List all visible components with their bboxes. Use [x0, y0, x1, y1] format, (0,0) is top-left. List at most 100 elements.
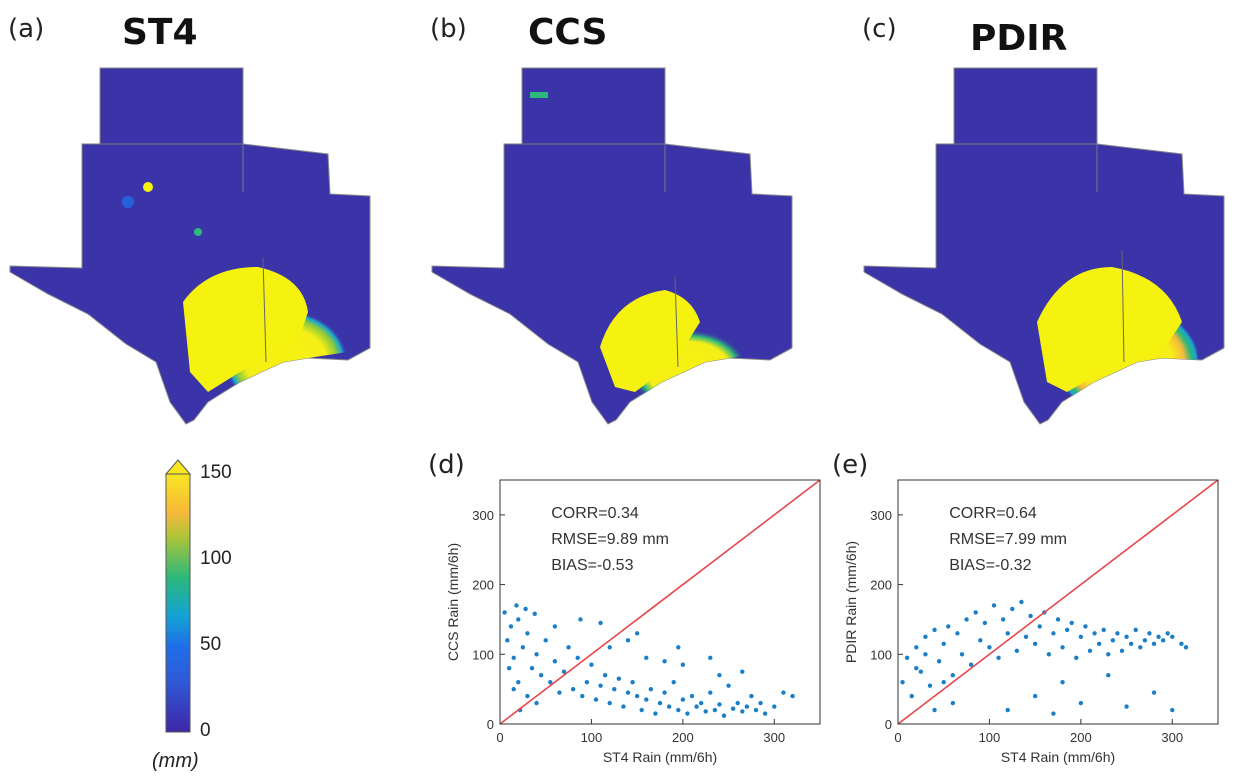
- ccs-point: [726, 683, 731, 688]
- pdir-y-axis-label: PDIR Rain (mm/6h): [843, 541, 859, 663]
- ccs-point: [625, 638, 631, 643]
- pdir-point: [1064, 627, 1070, 633]
- pdir-point: [982, 620, 988, 626]
- ccs-point: [529, 666, 535, 671]
- pdir-point: [1005, 707, 1010, 713]
- pdir-point: [918, 669, 924, 674]
- pdir-y-tick-label: 200: [870, 578, 892, 593]
- pdir-point: [1046, 652, 1052, 657]
- ccs-point: [598, 620, 603, 626]
- pdir-point: [946, 624, 951, 629]
- pdir-point: [1156, 634, 1161, 640]
- pdir-point: [914, 645, 919, 650]
- ccs-point: [516, 679, 521, 685]
- ccs-point: [505, 638, 510, 643]
- ccs-point: [511, 686, 516, 692]
- scatter-plot-pdir: 0 100 200 300 0 100 200 300 ST4 Rain (mm/6h) PDIR…: [843, 479, 1219, 765]
- ccs-point: [662, 659, 667, 664]
- ccs-point: [680, 662, 686, 667]
- ccs-y-tick-label: 200: [472, 578, 494, 593]
- pdir-point: [959, 652, 965, 657]
- ccs-point: [625, 690, 631, 695]
- map-ccs: [431, 67, 793, 425]
- pdir-point: [1087, 648, 1093, 653]
- panel-a-title: ST4: [122, 12, 198, 53]
- ccs-point: [689, 693, 695, 699]
- pdir-point: [1115, 631, 1120, 636]
- ccs-x-tick-label: 0: [496, 730, 503, 745]
- ccs-point: [772, 704, 777, 709]
- pdir-point: [1119, 648, 1125, 653]
- ccs-x-tick-label: 100: [581, 730, 603, 745]
- pdir-point: [1078, 700, 1084, 706]
- pdir-x-axis-label: ST4 Rain (mm/6h): [1001, 749, 1115, 765]
- ccs-point: [532, 611, 537, 617]
- scatter-plot-ccs: 0 100 200 300 0 100 200 300 ST4 Rain (mm/6h) CCS …: [445, 479, 821, 765]
- ccs-x-axis-label: ST4 Rain (mm/6h): [603, 749, 717, 765]
- ccs-point: [790, 693, 795, 699]
- ccs-point: [543, 638, 548, 643]
- ccs-point: [662, 690, 667, 695]
- pdir-point: [1110, 638, 1116, 643]
- pdir-point: [900, 679, 905, 685]
- ccs-point: [671, 679, 676, 685]
- ccs-point: [753, 707, 759, 713]
- ccs-point: [598, 683, 603, 688]
- ccs-point: [557, 690, 562, 695]
- pdir-x-tick-label: 100: [979, 730, 1001, 745]
- ccs-point: [566, 645, 571, 650]
- ccs-point: [612, 686, 617, 692]
- panel-c-letter: (c): [862, 14, 897, 44]
- pdir-points: [900, 599, 1189, 716]
- pdir-point: [987, 645, 992, 650]
- ccs-point: [708, 655, 713, 660]
- pdir-point: [1032, 641, 1038, 647]
- ccs-point: [666, 704, 672, 709]
- pdir-point: [1028, 613, 1033, 619]
- panel-b-letter: (b): [430, 14, 467, 44]
- pdir-point: [1160, 638, 1166, 643]
- ccs-point: [653, 711, 658, 716]
- ccs-point: [621, 704, 626, 709]
- ccs-point: [712, 707, 718, 713]
- ccs-point: [570, 686, 576, 692]
- ccs-y-tick-label: 300: [472, 508, 494, 523]
- pdir-point: [1165, 631, 1170, 636]
- ccs-point: [593, 697, 599, 702]
- pdir-point: [978, 638, 983, 643]
- ccs-x-tick-label: 200: [672, 730, 694, 745]
- ccs-point: [740, 669, 745, 674]
- pdir-point: [1074, 655, 1079, 660]
- ccs-y-tick-label: 0: [487, 717, 494, 732]
- ccs-point: [781, 690, 786, 695]
- pdir-point: [1179, 641, 1184, 647]
- ccs-point: [657, 700, 663, 706]
- map-pdir: [863, 67, 1225, 425]
- ccs-point: [508, 624, 514, 629]
- ccs-point: [525, 693, 530, 699]
- pdir-point: [1151, 641, 1157, 647]
- ccs-point: [749, 693, 754, 699]
- pdir-point: [1037, 624, 1042, 629]
- ccs-point: [634, 631, 640, 636]
- pdir-point: [923, 652, 928, 657]
- ccs-point: [735, 700, 740, 706]
- pdir-point: [909, 693, 914, 699]
- pdir-point: [936, 659, 942, 664]
- ccs-point: [514, 603, 519, 608]
- ccs-point: [730, 706, 736, 711]
- ccs-point: [721, 713, 727, 718]
- pdir-point: [1106, 652, 1111, 657]
- ccs-point: [534, 652, 539, 657]
- colorbar-tick-50: 50: [200, 634, 222, 655]
- pdir-point: [1147, 631, 1152, 636]
- pdir-point: [1142, 638, 1148, 643]
- ccs-point: [523, 606, 528, 612]
- pdir-point: [1170, 634, 1175, 640]
- pdir-point: [1138, 645, 1143, 650]
- ccs-point: [740, 709, 745, 714]
- ccs-point: [578, 617, 583, 622]
- pdir-point: [1019, 599, 1024, 605]
- pdir-x-tick-label: 200: [1070, 730, 1092, 745]
- pdir-point: [950, 700, 956, 706]
